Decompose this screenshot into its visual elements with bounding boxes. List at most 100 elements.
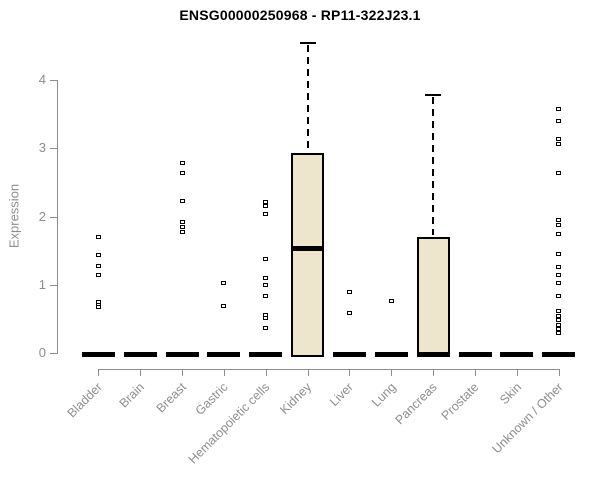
outlier-point-unknown-other	[556, 232, 562, 237]
outlier-point-unknown-other	[556, 294, 562, 299]
median-line-breast	[165, 352, 199, 357]
y-axis-line	[57, 80, 58, 354]
median-line-lung	[374, 352, 408, 357]
outlier-point-gastric	[221, 280, 227, 285]
upper-whisker-cap-pancreas	[425, 94, 442, 96]
outlier-point-unknown-other	[556, 273, 562, 278]
outlier-point-hematopoietic-cells	[263, 316, 269, 321]
median-line-unknown-other	[542, 352, 576, 357]
upper-whisker-kidney	[306, 45, 309, 152]
y-tick-label: 2	[38, 208, 46, 224]
outlier-point-unknown-other	[556, 265, 562, 269]
x-axis-tick-pancreas	[433, 368, 435, 376]
outlier-point-bladder	[95, 273, 101, 278]
outlier-point-liver	[346, 290, 352, 295]
outlier-point-unknown-other	[556, 330, 562, 335]
x-tick-label-skin: Skin	[496, 379, 524, 407]
outlier-point-breast	[179, 224, 185, 229]
outlier-point-unknown-other	[556, 223, 562, 228]
median-line-prostate	[458, 352, 492, 357]
y-axis-tick	[50, 80, 57, 81]
x-axis-tick-skin	[516, 368, 518, 376]
y-tick-label: 0	[38, 345, 46, 360]
outlier-point-breast	[179, 170, 185, 175]
x-tick-label-bladder: Bladder	[64, 379, 106, 420]
median-line-pancreas	[416, 352, 450, 357]
y-tick-label: 1	[38, 276, 46, 292]
outlier-point-unknown-other	[556, 106, 562, 111]
x-tick-label-lung: Lung	[368, 379, 399, 410]
median-line-brain	[123, 352, 157, 357]
outlier-point-breast	[179, 160, 185, 165]
outlier-point-liver	[346, 310, 352, 315]
outlier-point-bladder	[95, 234, 101, 239]
outlier-point-unknown-other	[556, 318, 562, 323]
x-tick-label-hematopoietic-cells: Hematopoietic cells	[186, 379, 273, 467]
outlier-point-hematopoietic-cells	[263, 326, 269, 331]
x-axis-tick-lung	[391, 368, 393, 376]
x-tick-label-brain: Brain	[116, 379, 148, 411]
y-axis-tick	[50, 353, 57, 354]
outlier-point-lung	[388, 299, 394, 304]
x-axis-tick-prostate	[475, 368, 477, 376]
x-axis-line	[98, 368, 560, 370]
x-tick-label-prostate: Prostate	[439, 379, 482, 423]
outlier-point-hematopoietic-cells	[263, 211, 269, 216]
outlier-point-hematopoietic-cells	[263, 200, 269, 205]
outlier-point-unknown-other	[556, 323, 562, 328]
y-axis-tick	[50, 284, 57, 286]
box-kidney	[291, 153, 325, 357]
outlier-point-unknown-other	[556, 217, 562, 222]
y-tick-label: 3	[38, 140, 46, 156]
x-axis-tick-brain	[140, 368, 142, 376]
outlier-point-bladder	[95, 253, 101, 258]
median-line-gastric	[207, 352, 241, 357]
median-line-bladder	[81, 352, 115, 357]
x-axis-tick-bladder	[98, 368, 100, 376]
x-tick-label-breast: Breast	[153, 379, 189, 415]
outlier-point-hematopoietic-cells	[263, 293, 269, 298]
x-tick-label-liver: Liver	[327, 379, 357, 409]
upper-whisker-cap-kidney	[299, 42, 316, 45]
outlier-point-unknown-other	[556, 309, 562, 314]
x-tick-label-kidney: Kidney	[277, 379, 315, 417]
outlier-point-bladder	[95, 263, 101, 268]
outlier-point-unknown-other	[556, 118, 562, 123]
box-pancreas	[416, 236, 450, 357]
median-line-kidney	[291, 245, 325, 251]
outlier-point-breast	[179, 219, 185, 224]
outlier-point-hematopoietic-cells	[263, 257, 269, 262]
outlier-point-unknown-other	[556, 142, 562, 147]
x-axis-tick-liver	[349, 368, 351, 376]
y-tick-label: 4	[38, 72, 46, 87]
x-axis-tick-hematopoietic-cells	[265, 368, 267, 376]
outlier-point-breast	[179, 229, 185, 234]
y-axis-tick	[50, 148, 57, 150]
outlier-point-unknown-other	[556, 280, 562, 285]
y-axis-label: Expression	[6, 183, 22, 249]
x-axis-tick-kidney	[307, 368, 309, 376]
median-line-skin	[500, 352, 534, 357]
x-tick-label-pancreas: Pancreas	[392, 379, 441, 427]
median-line-liver	[332, 352, 366, 357]
outlier-point-gastric	[221, 303, 227, 308]
x-axis-tick-breast	[182, 368, 184, 376]
outlier-point-breast	[179, 198, 185, 203]
chart-title: ENSG00000250968 - RP11-322J23.1	[179, 7, 421, 23]
outlier-point-unknown-other	[556, 170, 562, 175]
outlier-point-unknown-other	[556, 252, 562, 257]
outlier-point-hematopoietic-cells	[263, 275, 269, 280]
outlier-point-bladder	[95, 304, 101, 309]
x-axis-tick-unknown-other	[558, 368, 560, 376]
x-tick-label-gastric: Gastric	[192, 379, 231, 418]
median-line-hematopoietic-cells	[249, 352, 283, 357]
x-axis-tick-gastric	[223, 368, 225, 376]
outlier-point-unknown-other	[556, 137, 562, 142]
outlier-point-unknown-other	[556, 314, 562, 319]
upper-whisker-pancreas	[432, 97, 435, 235]
y-axis-tick	[50, 216, 57, 218]
outlier-point-hematopoietic-cells	[263, 282, 269, 287]
outlier-point-hematopoietic-cells	[263, 204, 269, 209]
x-tick-label-unknown-other: Unknown / Other	[489, 379, 566, 456]
